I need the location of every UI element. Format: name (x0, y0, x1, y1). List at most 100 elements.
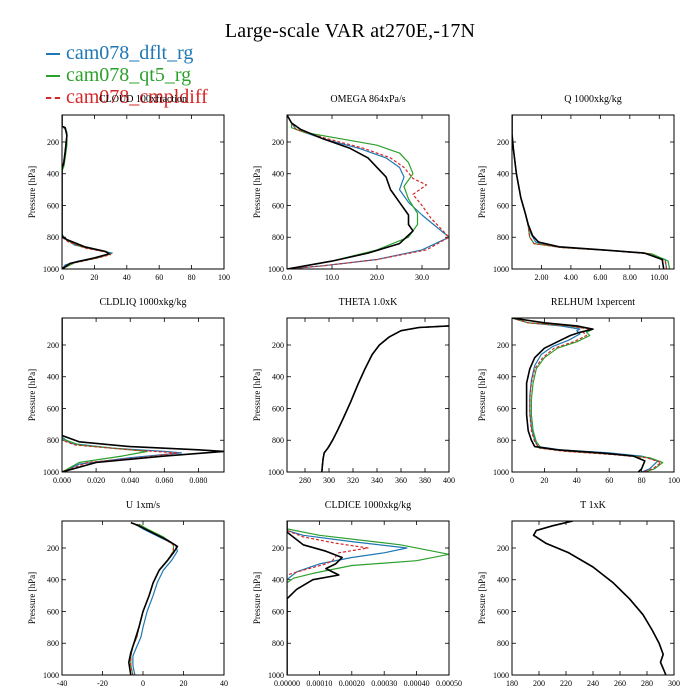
y-tick-label: 400 (272, 576, 284, 585)
y-axis-label: Pressure [hPa] (252, 572, 262, 624)
panel-2: OMEGA 864xPa/s Pressure [hPa] 200 400 600 800… (252, 94, 450, 282)
legend-label: cam078_qt5_rg (66, 64, 192, 86)
y-tick-label: 600 (47, 404, 59, 413)
y-tick-label: 400 (47, 170, 59, 179)
panel-title: OMEGA 864xPa/s (330, 94, 405, 105)
series-line (62, 318, 179, 472)
y-tick-label: 800 (272, 639, 284, 648)
x-tick-label: 100 (218, 273, 230, 282)
series-line (321, 325, 449, 472)
y-tick-label: 200 (272, 341, 284, 350)
x-tick-label: 0.00050 (436, 679, 462, 688)
x-tick-label: 0 (141, 679, 145, 688)
x-tick-label: 20.0 (370, 273, 384, 282)
series-line (512, 115, 671, 269)
series-line (512, 115, 668, 269)
panel-4: CLDLIQ 1000xkg/kg Pressure [hPa] 200 400 600… (27, 297, 225, 485)
legend-swatch-blue (46, 53, 60, 56)
x-tick-label: 280 (641, 679, 653, 688)
x-tick-label: 0.020 (87, 476, 105, 485)
x-tick-label: 0.00010 (306, 679, 332, 688)
x-tick-label: 80 (638, 476, 646, 485)
y-tick-label: 600 (497, 607, 509, 616)
x-tick-label: 20 (540, 476, 548, 485)
plot-frame (286, 317, 450, 473)
y-tick-label: 600 (272, 404, 284, 413)
series-line (62, 115, 113, 269)
plot-frame (511, 114, 675, 270)
page-title: Large-scale VAR at270E,-17N (224, 20, 476, 42)
y-tick-label: 200 (272, 138, 284, 147)
series-line (287, 521, 408, 675)
y-tick-label: 1000 (493, 265, 509, 274)
x-tick-label: 0.000 (53, 476, 71, 485)
series-line (512, 318, 662, 472)
x-tick-label: 340 (371, 476, 383, 485)
panel-title: RELHUM 1xpercent (551, 297, 635, 308)
x-tick-label: 30.0 (415, 273, 429, 282)
y-tick-label: 400 (272, 170, 284, 179)
legend-label: cam078_cmpldiff (66, 86, 208, 108)
y-tick-label: 200 (272, 544, 284, 553)
y-tick-label: 1000 (43, 265, 59, 274)
y-tick-label: 200 (497, 138, 509, 147)
series-line (62, 115, 112, 269)
x-tick-label: 0.00020 (339, 679, 365, 688)
series-line (287, 521, 449, 675)
y-axis-label: Pressure [hPa] (27, 369, 37, 421)
y-tick-label: 200 (497, 544, 509, 553)
y-tick-label: 200 (47, 138, 59, 147)
y-tick-label: 800 (272, 233, 284, 242)
x-tick-label: 10.0 (325, 273, 339, 282)
series-line (62, 115, 110, 269)
y-axis-label: Pressure [hPa] (27, 572, 37, 624)
x-tick-label: 0.0 (282, 273, 292, 282)
x-tick-label: 0.00000 (274, 679, 300, 688)
series-line (287, 521, 369, 675)
x-tick-label: -40 (57, 679, 68, 688)
y-tick-label: 600 (272, 607, 284, 616)
y-axis-label: Pressure [hPa] (252, 166, 262, 218)
x-tick-label: 6.00 (593, 273, 607, 282)
plot-frame (511, 317, 675, 473)
x-tick-label: 2.00 (534, 273, 548, 282)
y-tick-label: 400 (497, 576, 509, 585)
series-line (321, 325, 449, 472)
x-tick-label: 0 (60, 273, 64, 282)
x-tick-label: 0 (510, 476, 514, 485)
y-tick-label: 1000 (43, 671, 59, 680)
y-tick-label: 400 (272, 373, 284, 382)
plot-frame (286, 520, 450, 676)
y-tick-label: 1000 (493, 468, 509, 477)
y-tick-label: 400 (497, 170, 509, 179)
y-axis-label: Pressure [hPa] (477, 572, 487, 624)
legend-item: cam078_cmpldiff (46, 86, 208, 108)
panel-title: T 1xK (580, 500, 606, 511)
y-tick-label: 1000 (268, 671, 284, 680)
legend-item: cam078_qt5_rg (46, 64, 208, 86)
y-tick-label: 600 (47, 201, 59, 210)
y-axis-label: Pressure [hPa] (477, 166, 487, 218)
y-tick-label: 600 (47, 607, 59, 616)
y-tick-label: 200 (497, 341, 509, 350)
series-line (532, 521, 667, 675)
y-tick-label: 200 (47, 341, 59, 350)
y-tick-label: 1000 (43, 468, 59, 477)
x-tick-label: 200 (533, 679, 545, 688)
x-tick-label: 260 (614, 679, 626, 688)
legend-swatch-green (46, 75, 60, 78)
series-line (287, 115, 414, 269)
series-line (512, 115, 668, 269)
legend: cam078_dflt_rg cam078_qt5_rg cam078_cmpl… (46, 42, 208, 108)
series-line (62, 318, 224, 472)
series-line (533, 521, 667, 675)
y-tick-label: 1000 (268, 468, 284, 477)
y-tick-label: 800 (497, 436, 509, 445)
panel-title: CLOUD 100xfraction (99, 94, 187, 105)
series-line (287, 521, 343, 675)
series-line (62, 318, 148, 472)
x-tick-label: 300 (323, 476, 335, 485)
